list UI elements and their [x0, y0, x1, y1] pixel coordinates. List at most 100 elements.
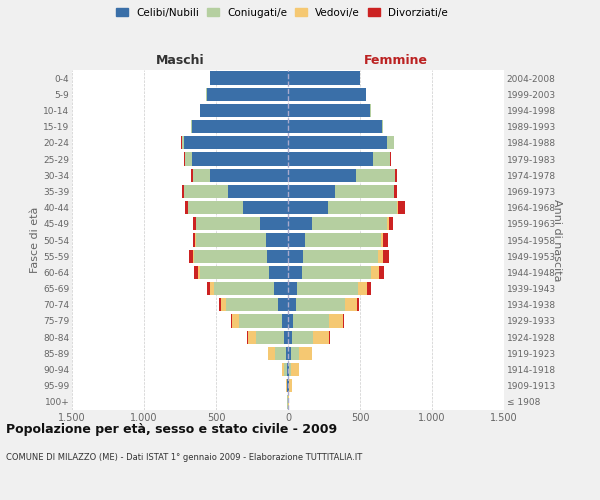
Bar — [386, 217, 389, 230]
Bar — [226, 298, 278, 312]
Bar — [182, 185, 184, 198]
Bar — [288, 234, 305, 246]
Bar — [383, 250, 389, 263]
Bar — [313, 330, 329, 344]
Bar — [228, 185, 288, 198]
Bar — [343, 314, 344, 328]
Bar — [269, 266, 288, 279]
Bar — [200, 104, 288, 117]
Bar — [248, 330, 256, 344]
Bar — [239, 314, 282, 328]
Bar — [196, 234, 266, 246]
Bar — [303, 250, 378, 263]
Bar — [191, 120, 192, 134]
Bar — [288, 104, 370, 117]
Bar — [193, 217, 196, 230]
Bar — [288, 250, 303, 263]
Bar — [275, 346, 286, 360]
Y-axis label: Fasce di età: Fasce di età — [30, 207, 40, 273]
Bar — [288, 266, 302, 279]
Bar — [221, 298, 226, 312]
Bar — [184, 185, 228, 198]
Bar — [296, 298, 345, 312]
Bar — [286, 346, 288, 360]
Bar — [388, 136, 394, 149]
Bar — [184, 136, 288, 149]
Bar — [288, 217, 312, 230]
Bar — [371, 266, 379, 279]
Bar — [231, 314, 232, 328]
Bar — [288, 72, 360, 85]
Text: Popolazione per età, sesso e stato civile - 2009: Popolazione per età, sesso e stato civil… — [6, 422, 337, 436]
Bar — [284, 363, 287, 376]
Bar — [278, 298, 288, 312]
Bar — [210, 72, 288, 85]
Bar — [288, 298, 296, 312]
Bar — [288, 346, 290, 360]
Bar — [267, 250, 288, 263]
Bar — [395, 168, 397, 182]
Bar — [298, 282, 358, 295]
Bar — [293, 314, 329, 328]
Bar — [373, 152, 390, 166]
Bar — [389, 217, 393, 230]
Bar — [302, 266, 371, 279]
Bar — [288, 282, 298, 295]
Bar — [185, 152, 191, 166]
Bar — [268, 346, 275, 360]
Bar — [305, 234, 381, 246]
Bar — [193, 250, 194, 263]
Bar — [288, 201, 328, 214]
Text: Femmine: Femmine — [364, 54, 428, 68]
Bar — [288, 88, 366, 101]
Bar — [299, 346, 312, 360]
Text: Maschi: Maschi — [155, 54, 205, 68]
Bar — [189, 250, 193, 263]
Bar — [378, 250, 383, 263]
Bar — [288, 136, 388, 149]
Bar — [288, 185, 335, 198]
Bar — [200, 266, 269, 279]
Bar — [274, 282, 288, 295]
Bar — [281, 363, 284, 376]
Bar — [381, 234, 383, 246]
Bar — [358, 282, 367, 295]
Bar — [290, 346, 299, 360]
Bar — [288, 120, 382, 134]
Bar — [210, 168, 288, 182]
Bar — [282, 314, 288, 328]
Bar — [206, 88, 288, 101]
Bar — [288, 330, 292, 344]
Bar — [192, 120, 288, 134]
Bar — [191, 168, 193, 182]
Bar — [356, 168, 395, 182]
Bar — [185, 201, 188, 214]
Bar — [335, 185, 394, 198]
Bar — [292, 330, 313, 344]
Bar — [394, 185, 397, 198]
Bar — [194, 250, 267, 263]
Bar — [188, 201, 244, 214]
Bar — [256, 330, 284, 344]
Y-axis label: Anni di nascita: Anni di nascita — [551, 198, 562, 281]
Bar — [214, 282, 274, 295]
Bar — [398, 201, 405, 214]
Legend: Celibi/Nubili, Coniugati/e, Vedovi/e, Divorziati/e: Celibi/Nubili, Coniugati/e, Vedovi/e, Di… — [116, 8, 448, 18]
Bar — [357, 298, 359, 312]
Bar — [288, 314, 293, 328]
Bar — [288, 168, 356, 182]
Bar — [244, 201, 288, 214]
Bar — [328, 201, 397, 214]
Bar — [232, 314, 239, 328]
Bar — [289, 363, 291, 376]
Bar — [383, 234, 388, 246]
Bar — [207, 282, 210, 295]
Bar — [284, 330, 288, 344]
Bar — [288, 363, 289, 376]
Bar — [287, 363, 288, 376]
Bar — [291, 363, 299, 376]
Bar — [382, 120, 383, 134]
Bar — [191, 152, 288, 166]
Bar — [367, 282, 371, 295]
Bar — [379, 266, 384, 279]
